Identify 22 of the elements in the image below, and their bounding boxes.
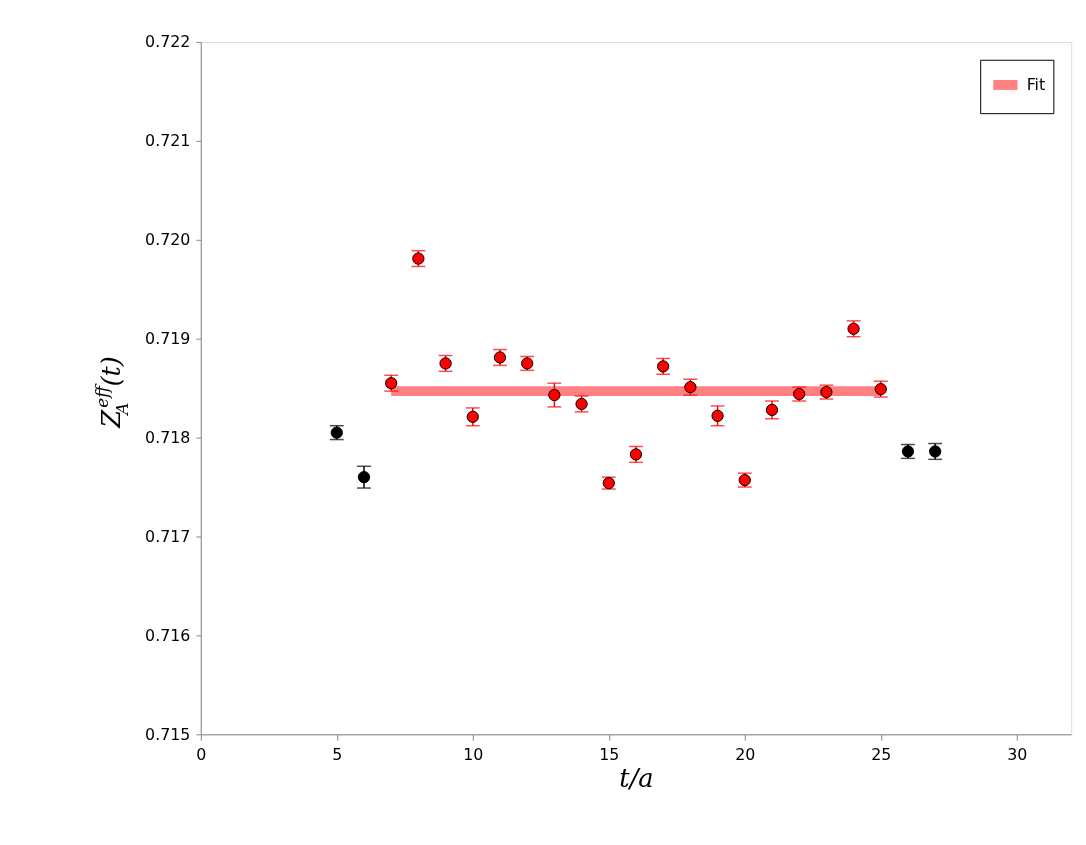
point [711,409,724,422]
x-tick-label: 5 [332,744,343,764]
x-tick-label: 20 [735,744,756,764]
y-tick-label: 0.720 [145,230,191,250]
y-tick-label: 0.718 [145,428,191,448]
y-tick-label: 0.719 [145,329,191,349]
y-tick-label: 0.716 [145,625,191,645]
x-tick-label: 15 [599,744,620,764]
point [466,410,479,423]
x-axis-title: t/a [619,763,654,794]
point [548,388,561,402]
y-tick-label: 0.715 [145,724,191,744]
y-tick-label: 0.721 [145,131,191,151]
y-tick-label: 0.717 [145,526,191,546]
y-tick-label: 0.722 [145,32,191,52]
x-tick-label: 0 [196,744,207,764]
point [357,471,371,484]
x-tick-label: 30 [1007,744,1028,764]
legend-label: Fit [1026,74,1046,94]
x-tick-label: 10 [463,744,484,764]
x-tick-label: 25 [871,744,892,764]
y-axis-title: ZAeff(t) [91,356,132,429]
